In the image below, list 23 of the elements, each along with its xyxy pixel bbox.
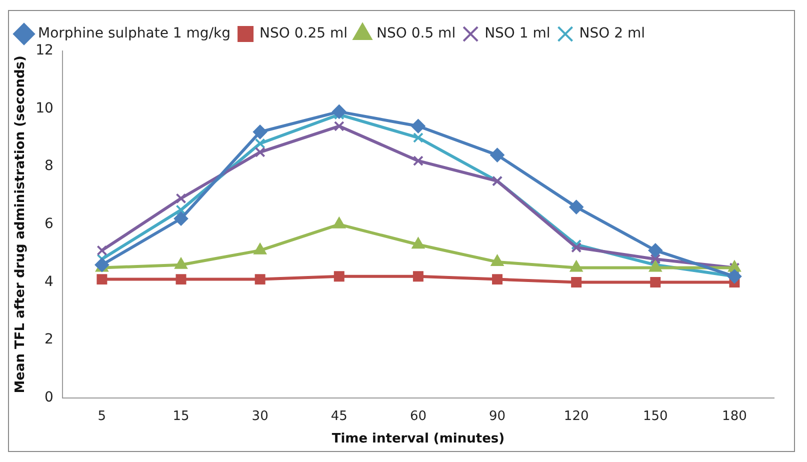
x-tick-label: 60 bbox=[410, 408, 426, 424]
y-tick-label: 6 bbox=[44, 216, 54, 232]
legend-label: NSO 2 ml bbox=[579, 26, 646, 42]
y-tick-label: 8 bbox=[44, 158, 54, 174]
y-tick-label: 12 bbox=[36, 42, 54, 59]
x-tick-label: 15 bbox=[172, 408, 190, 424]
x-axis-title: Time interval (minutes) bbox=[332, 432, 505, 447]
y-axis-title: Mean TFL after drug administration (seconds) bbox=[13, 56, 28, 394]
legend-label: Morphine sulphate 1 mg/kg bbox=[38, 26, 231, 42]
legend-label: NSO 1 ml bbox=[484, 26, 550, 42]
y-tick-label: 0 bbox=[44, 389, 54, 406]
x-tick-label: 150 bbox=[642, 408, 668, 424]
x-tick-label: 90 bbox=[489, 408, 506, 424]
x-tick-label: 180 bbox=[722, 408, 747, 424]
x-tick-label: 45 bbox=[330, 408, 348, 424]
y-tick-label: 10 bbox=[36, 100, 54, 116]
y-tick-label: 2 bbox=[44, 332, 54, 348]
x-tick-label: 120 bbox=[564, 408, 589, 424]
x-tick-label: 5 bbox=[98, 408, 106, 424]
legend-label: NSO 0.5 ml bbox=[376, 26, 456, 42]
y-tick-label: 4 bbox=[44, 274, 54, 290]
x-tick-label: 30 bbox=[252, 408, 268, 424]
legend-label: NSO 0.25 ml bbox=[260, 26, 348, 42]
